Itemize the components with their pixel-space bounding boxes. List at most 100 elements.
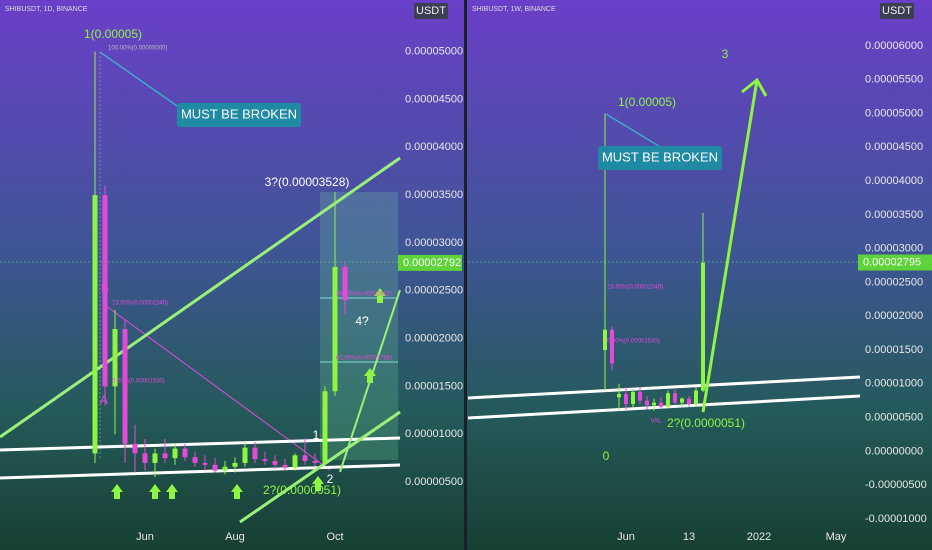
candle-body xyxy=(680,398,684,403)
y-tick-label: 0.00002500 xyxy=(865,276,923,288)
y-tick-label: 0.00002500 xyxy=(405,285,463,297)
candle-body xyxy=(192,457,198,463)
annotation: 23.60%(0.00002349) xyxy=(112,301,168,307)
x-tick-label: 2022 xyxy=(747,531,771,543)
currency-box xyxy=(414,3,448,19)
candle-body xyxy=(262,459,268,462)
y-tick-label: 0.00005000 xyxy=(405,46,463,58)
candle-body xyxy=(322,391,328,463)
y-tick-label: 0.00006000 xyxy=(865,40,923,52)
annotation: 0 xyxy=(603,449,610,463)
candle-body xyxy=(631,391,635,405)
annotation: 100.00%(0.00005000) xyxy=(108,46,167,52)
candle-body xyxy=(292,455,298,468)
last-price-label: 0.00002792 xyxy=(403,257,461,269)
candle-body xyxy=(122,329,128,444)
annotation: 61.80%(0.00001756) xyxy=(336,356,392,362)
candle-body xyxy=(302,455,308,462)
candle-body xyxy=(102,195,108,387)
candle-body xyxy=(182,448,188,458)
y-tick-label: 0.00005500 xyxy=(865,74,923,86)
candle-body xyxy=(252,447,258,460)
y-tick-label: 0.00003000 xyxy=(865,243,923,255)
y-tick-label: 0.00004500 xyxy=(865,141,923,153)
x-tick-label: Jun xyxy=(617,531,635,543)
x-tick-label: Jun xyxy=(136,531,154,543)
candle-body xyxy=(659,402,663,407)
y-tick-label: 0.00004000 xyxy=(405,141,463,153)
y-tick-label: 0.00002000 xyxy=(405,333,463,345)
annotation: 38.20%(0.00002432) xyxy=(336,292,392,298)
x-tick-label: Aug xyxy=(225,531,245,543)
candle-body xyxy=(92,195,98,454)
y-tick-label: 0.00000500 xyxy=(865,411,923,423)
annotation: 1 xyxy=(313,428,320,442)
annotation: 2?(0.0000051) xyxy=(263,483,341,497)
candle-body xyxy=(132,443,138,454)
candle-body xyxy=(232,462,238,467)
annotation: 3 xyxy=(722,47,729,61)
last-price-box xyxy=(398,254,462,271)
candle-body xyxy=(673,393,677,403)
candle-body xyxy=(624,393,628,405)
annotation: B xyxy=(101,281,109,295)
y-tick-label: 0.00000500 xyxy=(405,476,463,488)
candle-body xyxy=(202,462,208,465)
annotation: 23.60%(0.00002349) xyxy=(607,285,663,291)
candle-body xyxy=(342,266,348,301)
y-tick-label: 0.00001000 xyxy=(865,378,923,390)
y-tick-label: 0.00000000 xyxy=(865,445,923,457)
candle-body xyxy=(222,466,228,471)
candle-body xyxy=(142,453,148,463)
candle-body xyxy=(332,266,338,392)
annotation: 4? xyxy=(355,314,369,328)
y-tick-label: 0.00003000 xyxy=(405,237,463,249)
y-tick-label: 0.00001000 xyxy=(405,428,463,440)
candle-body xyxy=(162,453,168,459)
candle-body xyxy=(172,448,178,459)
y-tick-label: -0.00001000 xyxy=(865,513,927,525)
candle-body xyxy=(242,447,248,463)
candle-body xyxy=(312,461,318,463)
candle-body xyxy=(701,262,705,391)
candle-body xyxy=(152,453,158,463)
right-drawings xyxy=(467,77,861,420)
annotation: MUST BE BROKEN xyxy=(181,106,297,121)
candle-body xyxy=(666,393,670,407)
last-price-box xyxy=(858,254,932,271)
y-tick-label: 0.00003500 xyxy=(865,209,923,221)
x-tick-label: Oct xyxy=(326,531,343,543)
annotation: 0.00%(0.00001530) xyxy=(607,339,660,345)
candle-body xyxy=(610,329,614,364)
candle-body xyxy=(694,390,698,405)
candle-body xyxy=(617,393,621,398)
candle-body xyxy=(687,398,691,405)
y-tick-label: 0.00004500 xyxy=(405,93,463,105)
y-tick-label: 0.00003500 xyxy=(405,189,463,201)
annotation: 1(0.00005) xyxy=(618,95,676,109)
annotation: A xyxy=(100,393,108,407)
candle-body xyxy=(212,464,218,471)
left-drawings xyxy=(0,51,401,524)
y-tick-label: 0.00004000 xyxy=(865,175,923,187)
annotation: 2 xyxy=(327,472,334,486)
x-tick-label: 13 xyxy=(683,531,695,543)
candle-body xyxy=(645,400,649,406)
annotation: 1(0.00005) xyxy=(84,27,142,41)
y-tick-label: -0.00000500 xyxy=(865,479,927,491)
currency-label: USDT xyxy=(882,5,912,17)
chart-title: SHIBUSDT, 1W, BINANCE xyxy=(472,6,556,13)
y-tick-label: 0.00001500 xyxy=(865,344,923,356)
candle-body xyxy=(652,402,656,406)
right-panel-bg xyxy=(467,0,932,550)
chart-title: SHIBUSDT, 1D, BINANCE xyxy=(5,6,88,13)
candle-body xyxy=(112,329,118,387)
annotation: VAL xyxy=(651,419,663,425)
annotation: MUST BE BROKEN xyxy=(602,149,718,164)
candle-body xyxy=(638,391,642,401)
currency-label: USDT xyxy=(416,5,446,17)
candle-body xyxy=(272,461,278,465)
last-price-label: 0.00002795 xyxy=(863,256,921,268)
